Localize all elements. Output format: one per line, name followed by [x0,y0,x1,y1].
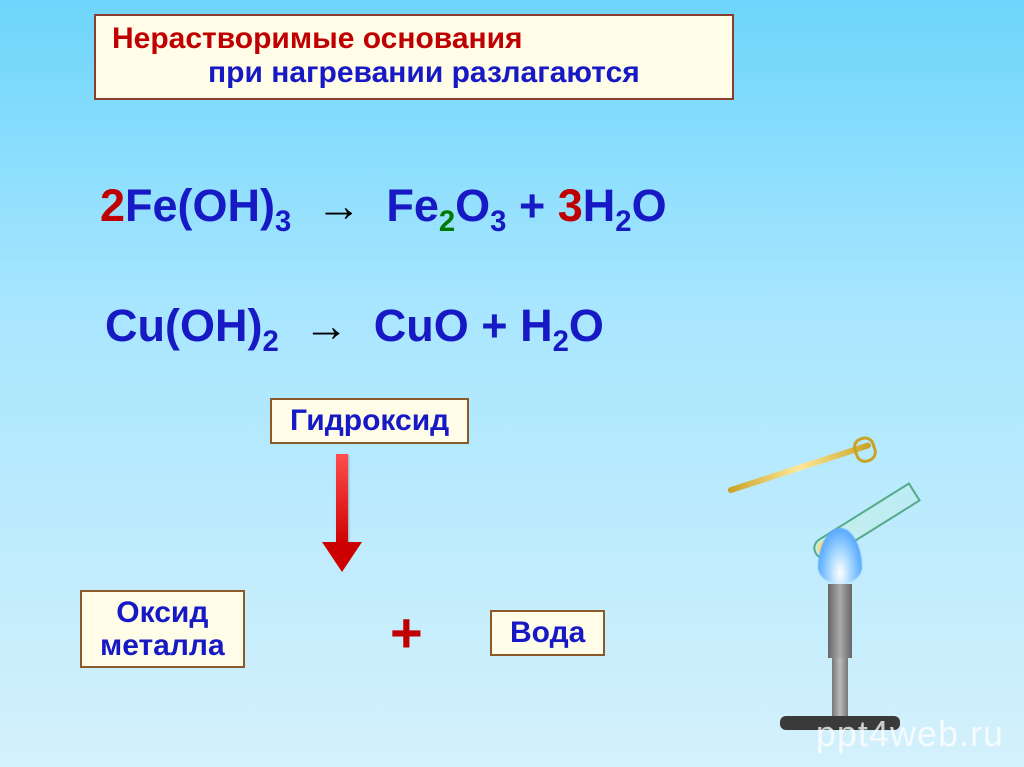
eq2-rhs1: CuO [374,300,469,351]
eq2-plus: + [469,300,520,351]
eq1-plus: + [506,180,557,231]
eq2-lhs: Cu(OH) [105,300,262,351]
eq1-lhs-sub: 3 [275,206,291,238]
label-hydroxide: Гидроксид [270,398,469,444]
label-metal-oxide-l2: металла [100,629,225,662]
label-water: Вода [490,610,605,656]
eq2-arrow: → [304,300,349,351]
equation-1: 2Fe(OH)3 → Fe2O3 + 3H2O [100,180,667,232]
eq1-rhs1s2: 3 [490,206,506,238]
title-box: Нерастворимые основания при нагревании р… [94,14,734,100]
eq1-lhs: Fe(OH) [125,180,275,231]
title-line1: Нерастворимые основания [112,22,716,56]
eq1-rhs1a: Fe [386,180,439,231]
test-tube-holder-icon [727,442,872,494]
eq2-rhs2b: O [569,300,604,351]
eq1-rhs2a: H [583,180,616,231]
eq2-lhs-sub: 2 [262,326,278,358]
eq1-coef2: 3 [558,180,583,231]
eq2-rhs2a: H [520,300,553,351]
label-metal-oxide: Оксид металла [80,590,245,668]
decomposition-arrow-icon [325,454,359,574]
eq1-arrow: → [316,180,361,231]
eq2-rhs2s: 2 [553,326,569,358]
eq1-rhs2b: O [632,180,667,231]
eq1-rhs1s1: 2 [439,206,455,238]
eq1-rhs2s: 2 [615,206,631,238]
title-line2: при нагревании разлагаются [112,56,716,90]
burner-barrel-icon [828,584,852,658]
plus-sign: + [390,600,423,665]
label-metal-oxide-l1: Оксид [100,596,225,629]
watermark: ppt4web.ru [816,713,1004,755]
burner-stem-icon [832,658,848,716]
bunsen-burner-illustration [720,430,950,730]
eq1-rhs1b: O [455,180,490,231]
equation-2: Cu(OH)2 → CuO + H2O [105,300,604,352]
eq1-coef1: 2 [100,180,125,231]
